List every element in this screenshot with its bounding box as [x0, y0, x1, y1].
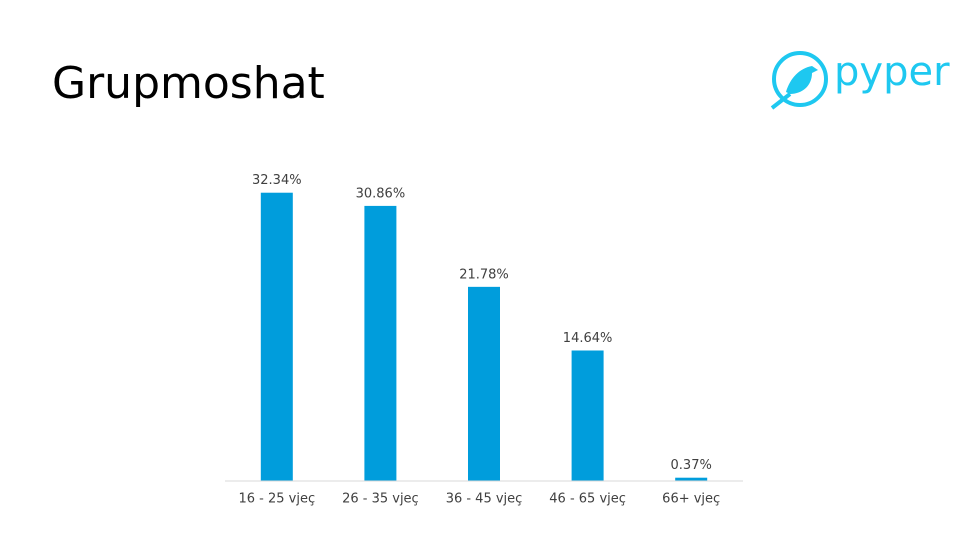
logo: pyper	[770, 49, 950, 110]
x-tick-label: 66+ vjeç	[662, 492, 720, 507]
logo-tail	[770, 92, 792, 110]
value-label: 30.86%	[356, 186, 406, 201]
bar	[571, 350, 604, 481]
x-tick-label: 36 - 45 vjeç	[446, 492, 523, 507]
value-label: 14.64%	[563, 331, 613, 346]
logo-ring	[772, 51, 828, 107]
bar	[675, 477, 708, 481]
logo-text: pyper	[834, 49, 950, 95]
x-tick-label: 26 - 35 vjeç	[342, 492, 419, 507]
bar	[260, 192, 293, 481]
value-label: 0.37%	[671, 458, 712, 473]
logo-bird	[786, 66, 818, 94]
value-label: 32.34%	[252, 173, 302, 188]
chart-title: Grupmoshat	[52, 58, 325, 109]
x-tick-label: 46 - 65 vjeç	[549, 492, 626, 507]
value-label: 21.78%	[459, 267, 509, 282]
bar	[364, 205, 397, 481]
x-tick-label: 16 - 25 vjeç	[238, 492, 315, 507]
bar	[468, 286, 500, 481]
